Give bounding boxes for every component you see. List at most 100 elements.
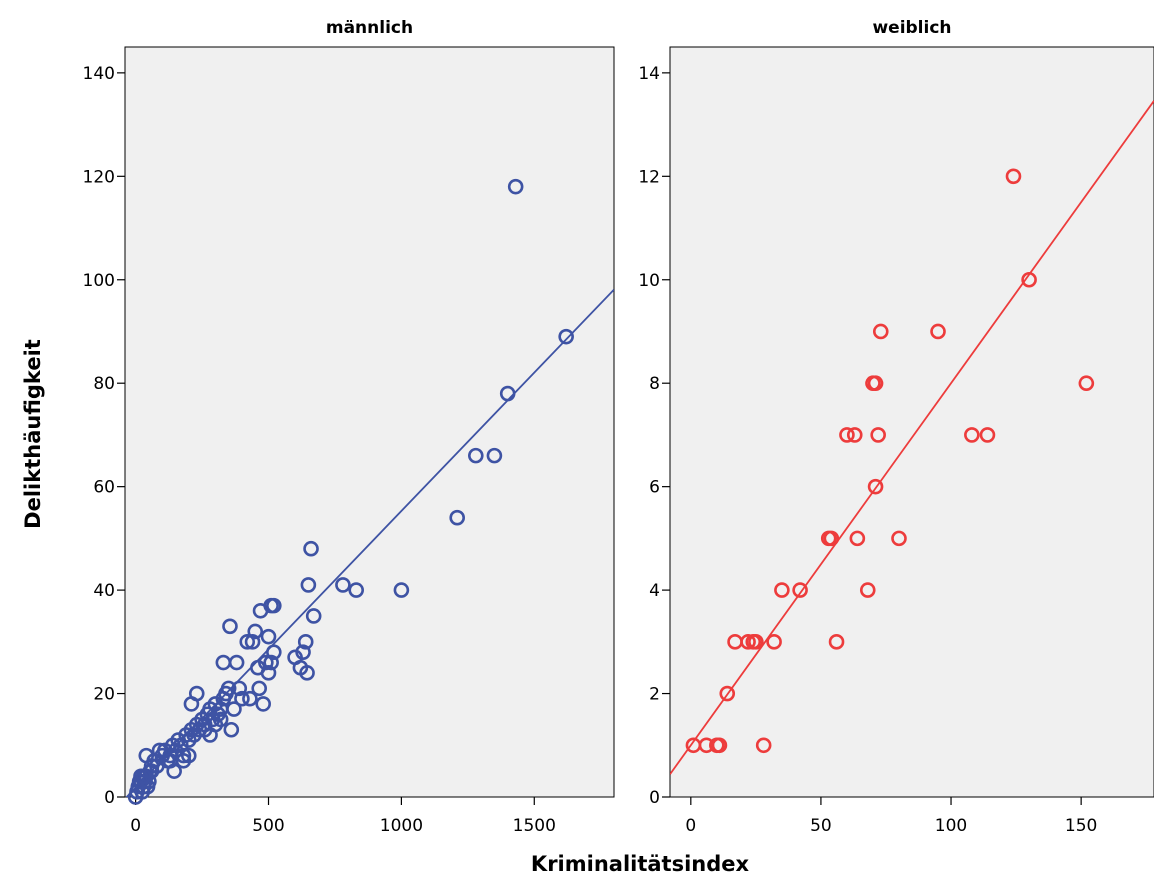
- data-point: [870, 427, 886, 443]
- data-point: [226, 701, 242, 717]
- data-point: [748, 634, 764, 650]
- data-point: [247, 623, 264, 640]
- y-tick-label: 40: [93, 581, 115, 601]
- y-tick-label: 0: [649, 788, 660, 808]
- data-point: [138, 747, 155, 764]
- data-point: [507, 178, 524, 195]
- y-tick-label: 8: [649, 374, 660, 394]
- plot-area-panel-2: [669, 46, 1154, 798]
- data-point: [297, 634, 314, 650]
- panel-title-2: weiblich: [872, 18, 951, 38]
- data-point: [231, 680, 248, 697]
- data-point: [872, 323, 889, 340]
- data-point: [220, 680, 237, 697]
- data-point: [719, 685, 736, 702]
- data-point: [839, 427, 855, 443]
- x-tick-label: 50: [810, 816, 832, 836]
- data-point: [239, 634, 256, 650]
- data-point: [305, 608, 322, 624]
- y-tick-label: 20: [93, 685, 115, 705]
- data-point: [335, 577, 351, 593]
- data-point: [295, 644, 311, 660]
- x-tick-label: 0: [130, 816, 141, 836]
- y-tick-label: 6: [649, 478, 660, 498]
- data-point: [828, 634, 845, 650]
- data-point: [766, 634, 782, 650]
- data-point: [255, 696, 271, 712]
- y-tick-label: 2: [649, 685, 660, 705]
- x-tick-label: 100: [935, 816, 967, 836]
- data-point: [188, 685, 205, 702]
- y-tick-label: 12: [638, 167, 660, 187]
- data-point: [755, 737, 772, 754]
- data-point: [151, 742, 168, 759]
- data-point: [859, 582, 876, 598]
- x-tick-label: 150: [1065, 816, 1097, 836]
- y-tick-label: 4: [649, 581, 660, 601]
- data-point: [175, 747, 192, 764]
- data-point: [792, 582, 808, 598]
- data-point: [260, 628, 277, 645]
- fit-line-panel-2: [670, 100, 1154, 775]
- x-axis-label: Kriminalitätsindex: [531, 852, 750, 876]
- x-tick-label: 1000: [380, 816, 423, 836]
- data-point: [867, 478, 884, 495]
- data-point: [774, 582, 790, 598]
- data-point: [303, 540, 319, 557]
- x-tick-label: 500: [252, 816, 284, 836]
- data-point: [222, 618, 238, 635]
- y-tick-label: 80: [93, 374, 115, 394]
- data-point: [228, 654, 245, 671]
- data-point: [166, 763, 182, 779]
- y-tick-label: 140: [83, 64, 115, 84]
- data-point: [1078, 375, 1095, 392]
- data-point: [468, 447, 484, 464]
- y-tick-label: 100: [83, 271, 115, 291]
- data-point: [979, 427, 996, 443]
- data-point: [486, 447, 503, 464]
- data-point: [242, 690, 258, 707]
- panel-1: männlich 0 20 40 60 80 100 120 140 0 500 1000 1500: [83, 18, 615, 836]
- data-point: [251, 680, 268, 697]
- data-point: [143, 763, 160, 779]
- data-point: [846, 427, 863, 443]
- y-tick-label: 60: [93, 478, 115, 498]
- data-point: [711, 737, 728, 754]
- data-point: [223, 721, 240, 738]
- y-axis-label: Delikthäufigkeit: [21, 339, 45, 529]
- y-tick-label: 0: [104, 788, 115, 808]
- data-point: [849, 530, 866, 547]
- data-point: [266, 597, 282, 614]
- y-tick-label: 14: [638, 64, 660, 84]
- data-point: [266, 644, 282, 660]
- data-point: [867, 375, 884, 392]
- y-tick-label: 10: [638, 271, 660, 291]
- x-tick-label: 0: [685, 816, 696, 836]
- x-tick-label: 1500: [513, 816, 556, 836]
- data-point: [964, 427, 980, 443]
- data-point: [449, 509, 466, 526]
- data-point: [263, 654, 279, 671]
- data-point: [260, 665, 277, 681]
- data-point: [258, 654, 274, 671]
- data-point: [930, 323, 946, 340]
- data-point: [299, 665, 315, 681]
- data-point: [1005, 168, 1022, 185]
- data-point: [244, 634, 261, 650]
- y-tick-label: 120: [83, 167, 115, 187]
- data-point: [891, 530, 907, 547]
- plot-area-panel-1: [124, 46, 615, 798]
- data-point: [823, 530, 840, 547]
- panel-title-1: männlich: [326, 18, 413, 38]
- data-point: [212, 711, 229, 728]
- data-point: [499, 385, 516, 402]
- data-point: [1021, 271, 1037, 288]
- panel-2: weiblich 0 2 4 6 8 10 12 14 0 50 100 150: [638, 18, 1154, 836]
- data-point: [740, 634, 756, 650]
- data-point: [348, 582, 365, 598]
- data-point: [300, 577, 317, 593]
- data-point: [234, 690, 250, 707]
- data-point: [180, 747, 197, 764]
